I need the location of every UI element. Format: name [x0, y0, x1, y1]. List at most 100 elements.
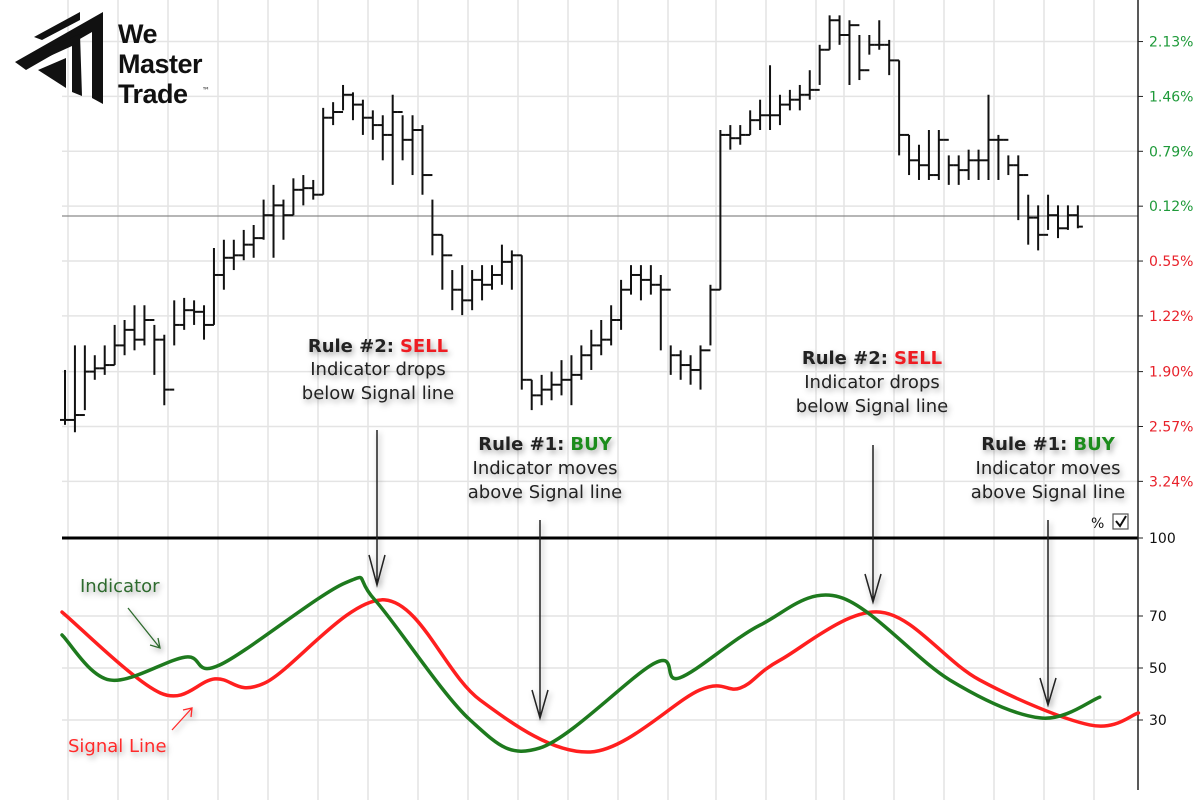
ohlc-bar: [99, 345, 110, 375]
oscillator-axis: 100 70 50 30: [1137, 531, 1176, 790]
annotation-line1: Indicator moves: [473, 458, 618, 479]
price-tick-label: 2.13%: [1149, 35, 1193, 51]
price-tick-label: 1.90%: [1149, 365, 1193, 381]
ohlc-bar: [735, 125, 746, 145]
logo-mark-icon: [15, 12, 103, 104]
ohlc-bar: [496, 244, 507, 285]
ohlc-bar: [904, 133, 915, 176]
ohlc-bar: [437, 233, 448, 290]
check-icon: [1115, 515, 1127, 528]
ohlc-bar: [665, 288, 676, 375]
ohlc-bar: [705, 284, 716, 352]
ohlc-bar: [248, 225, 259, 258]
arrow-icon: [171, 707, 193, 731]
ohlc-bar: [1072, 205, 1083, 229]
svg-text:Rule #1:BUY: Rule #1: BUY: [478, 434, 612, 455]
ohlc-bar: [576, 345, 587, 380]
ohlc-bar: [69, 345, 80, 433]
ohlc-bar: [923, 130, 934, 180]
ohlc-bar: [1003, 138, 1014, 176]
ohlc-bar: [536, 374, 547, 406]
ohlc-bar: [417, 125, 428, 195]
ohlc-bar: [467, 270, 478, 311]
price-tick-label: 2.57%: [1149, 419, 1193, 435]
ohlc-bar: [60, 369, 70, 425]
ohlc-bar: [179, 297, 190, 330]
ohlc-bar: [338, 84, 349, 113]
ohlc-bar: [278, 199, 289, 240]
ohlc-bar: [457, 265, 468, 316]
ohlc-bar: [983, 94, 994, 180]
action-label: BUY: [570, 434, 612, 455]
ohlc-bar: [367, 110, 378, 140]
ohlc-bar: [506, 250, 517, 290]
ohlc-bar: [635, 265, 646, 301]
ohlc-bar: [586, 329, 597, 370]
rule-label: Rule #2:: [308, 336, 394, 357]
ohlc-bar: [814, 44, 825, 91]
ohlc-bar: [1033, 205, 1044, 251]
oscillator-tick-label: 30: [1149, 713, 1167, 729]
price-tick-label: 0.55%: [1149, 254, 1193, 270]
ohlc-bar: [1062, 205, 1073, 230]
price-bars: [60, 15, 1083, 433]
rule-label: Rule #1:: [981, 434, 1067, 455]
annotation-line1: Indicator drops: [804, 372, 940, 393]
ohlc-bar: [864, 35, 875, 72]
ohlc-bar: [149, 319, 160, 375]
ohlc-bar: [377, 115, 388, 161]
ohlc-bar: [218, 239, 229, 290]
ohlc-bar: [616, 279, 627, 330]
ohlc-bar: [774, 94, 785, 126]
ohlc-bar: [645, 265, 656, 295]
ohlc-bar: [189, 300, 200, 325]
ohlc-bar: [407, 115, 418, 176]
percent-label: %: [1091, 516, 1104, 532]
ohlc-bar: [725, 125, 736, 150]
ohlc-bar: [238, 229, 249, 261]
arrow-down-icon: [531, 520, 549, 721]
svg-text:Rule #1:BUY: Rule #1: BUY: [981, 434, 1115, 455]
signal-line-label: Signal Line: [68, 736, 167, 757]
ohlc-bar: [953, 155, 964, 185]
percent-toggle[interactable]: %: [1091, 513, 1129, 532]
logo-text-2: Master: [118, 49, 203, 79]
price-tick-label: 1.46%: [1149, 89, 1193, 105]
ohlc-bar: [765, 65, 776, 131]
ohlc-bar: [228, 239, 239, 271]
grid: [62, 0, 1138, 800]
ohlc-bar: [1013, 155, 1024, 221]
arrow-down-icon: [1039, 520, 1057, 708]
arrow-icon: [127, 607, 161, 649]
logo-text-3: Trade: [118, 79, 188, 109]
annotation-buy-1: Rule #1: BUY Indicator moves above Signal…: [468, 434, 622, 503]
price-tick-label: 0.12%: [1149, 199, 1193, 215]
annotation-buy-2: Rule #1: BUY Indicator moves above Signal…: [971, 434, 1125, 503]
ohlc-bar: [913, 144, 924, 180]
ohlc-bar: [328, 102, 339, 126]
ohlc-bar: [109, 324, 120, 367]
action-label: SELL: [400, 336, 448, 357]
ohlc-bar: [288, 178, 299, 217]
annotation-line1: Indicator drops: [310, 359, 446, 380]
logo: We Master Trade ™: [15, 12, 210, 109]
ohlc-bar: [357, 99, 368, 135]
indicator-label: Indicator: [80, 576, 160, 597]
ohlc-bar: [804, 70, 815, 100]
oscillator-tick-label: 70: [1149, 609, 1167, 625]
annotation-line2: below Signal line: [796, 396, 948, 417]
ohlc-bar: [298, 175, 309, 206]
oscillator-tick-label: 50: [1149, 661, 1167, 677]
ohlc-bar: [824, 15, 835, 51]
ohlc-bar: [79, 345, 90, 417]
ohlc-bar: [427, 174, 438, 256]
ohlc-bar: [655, 274, 666, 351]
annotation-sell-2: Rule #2: SELL Indicator drops below Signa…: [796, 348, 948, 417]
ohlc-bar: [268, 184, 279, 258]
ohlc-bar: [486, 265, 497, 290]
price-tick-label: 3.24%: [1149, 474, 1193, 490]
ohlc-bar: [119, 320, 130, 356]
ohlc-bar: [129, 305, 140, 351]
logo-text-1: We: [118, 19, 157, 49]
